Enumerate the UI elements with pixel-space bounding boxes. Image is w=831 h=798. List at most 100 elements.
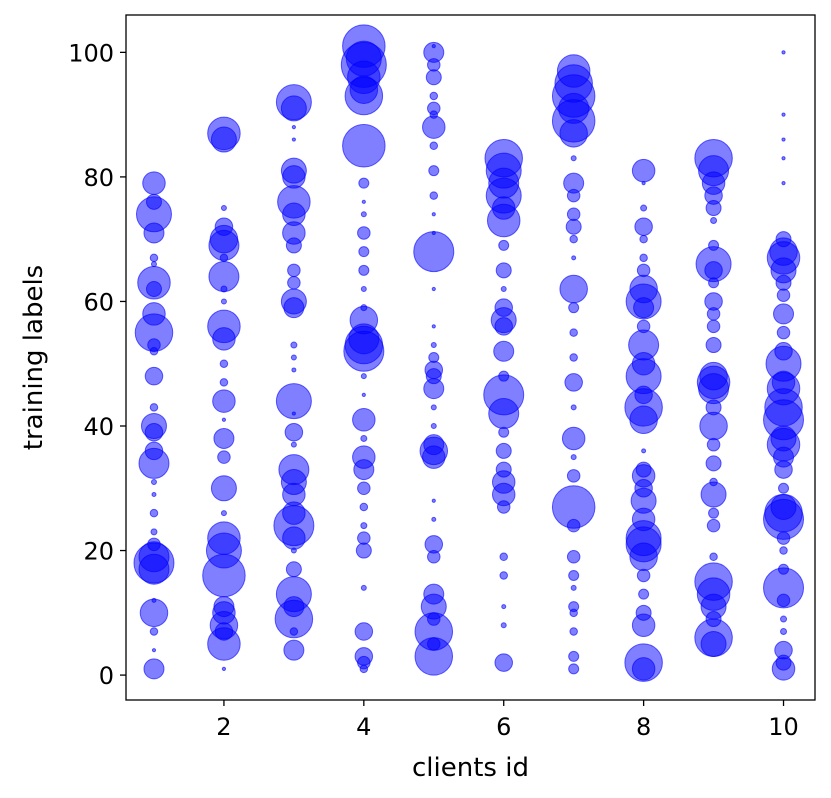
data-point (569, 608, 578, 618)
data-point (357, 226, 371, 240)
data-point (354, 622, 374, 641)
x-tick-label: 10 (768, 713, 799, 741)
data-point (291, 367, 297, 373)
data-point (709, 552, 718, 562)
data-point (219, 253, 229, 263)
data-point (282, 526, 306, 550)
data-point (360, 211, 367, 218)
data-point (705, 200, 722, 217)
data-point (708, 507, 720, 519)
data-point (290, 547, 297, 554)
data-point (212, 327, 236, 351)
data-point (142, 171, 166, 195)
data-point (355, 542, 372, 559)
data-point (283, 639, 305, 661)
data-point (698, 373, 730, 405)
data-point (150, 261, 157, 268)
data-point (144, 366, 164, 386)
data-point (210, 475, 237, 502)
data-point (429, 141, 439, 151)
data-point (631, 613, 656, 638)
data-point (776, 325, 791, 340)
data-point (212, 389, 236, 413)
y-tick-label: 60 (83, 288, 114, 316)
data-point (429, 191, 439, 200)
data-point (780, 628, 788, 635)
data-point (494, 653, 513, 672)
data-point (291, 137, 296, 142)
data-point (566, 469, 581, 483)
data-point (290, 441, 297, 448)
data-point (569, 234, 578, 244)
y-axis-ticks: 0 20 40 60 80 100 (68, 39, 126, 690)
data-point (423, 378, 445, 400)
data-point (360, 522, 368, 530)
y-axis-label: training labels (19, 265, 49, 450)
data-point (344, 76, 384, 116)
data-point (221, 666, 227, 671)
data-point (706, 518, 721, 533)
data-point (422, 445, 446, 469)
data-point (427, 550, 441, 564)
data-point (202, 553, 246, 598)
data-point (705, 455, 722, 472)
data-point (499, 552, 508, 562)
x-axis-label: clients id (412, 753, 529, 783)
data-point (706, 319, 721, 334)
data-point (631, 158, 656, 183)
data-point (498, 239, 510, 251)
data-point (631, 657, 656, 681)
data-point (431, 498, 436, 503)
data-point (287, 276, 301, 290)
data-point (430, 342, 437, 349)
data-point (143, 222, 165, 244)
data-point (640, 204, 648, 212)
data-point (428, 165, 440, 177)
data-point (213, 427, 235, 449)
data-point (568, 302, 580, 314)
data-point (636, 263, 651, 278)
y-tick-label: 0 (99, 662, 114, 690)
data-point (357, 481, 371, 496)
data-point (427, 58, 441, 72)
data-point (149, 627, 159, 636)
y-tick-label: 80 (83, 164, 114, 192)
data-point (283, 297, 305, 319)
data-point (220, 510, 227, 517)
data-point (570, 454, 577, 461)
data-point (706, 307, 721, 321)
data-point (776, 288, 791, 302)
data-point (700, 481, 727, 508)
data-point (568, 650, 580, 662)
data-point (291, 124, 296, 130)
data-point (289, 627, 299, 636)
data-point (486, 203, 521, 238)
data-point (781, 137, 786, 142)
data-point (566, 188, 581, 203)
data-point (569, 627, 578, 636)
y-tick-label: 20 (83, 538, 114, 566)
data-point (771, 657, 796, 681)
data-point (285, 237, 302, 254)
data-point (706, 437, 721, 452)
data-point (779, 546, 788, 555)
data-point (641, 448, 647, 454)
data-point (568, 569, 580, 581)
data-point (780, 615, 788, 623)
data-point (431, 212, 436, 217)
data-point (207, 627, 241, 661)
data-point (430, 423, 437, 429)
data-point (431, 516, 437, 522)
data-point (284, 422, 304, 442)
data-point (781, 156, 786, 161)
data-point (781, 112, 786, 117)
data-point (291, 411, 296, 416)
data-point (274, 599, 314, 639)
data-points (133, 24, 805, 682)
data-point (360, 286, 367, 292)
data-point (342, 124, 386, 168)
data-point (150, 479, 157, 486)
x-axis-ticks: 2 4 6 8 10 (216, 700, 799, 741)
data-point (561, 426, 586, 451)
